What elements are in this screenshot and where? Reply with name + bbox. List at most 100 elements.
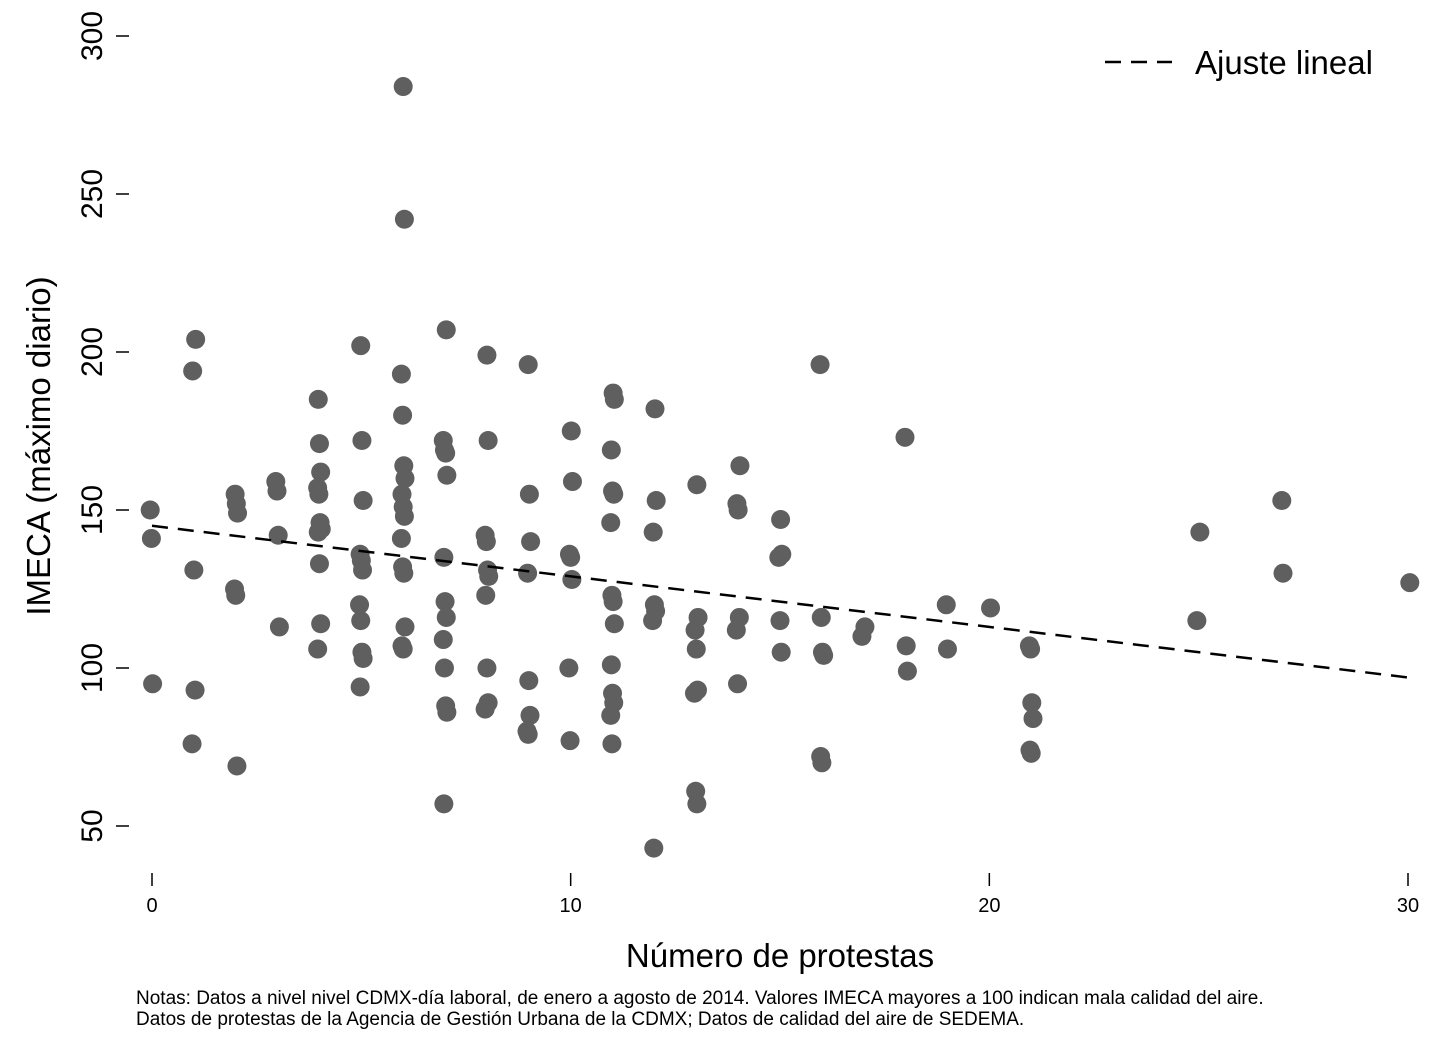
data-point bbox=[562, 472, 582, 492]
data-point bbox=[436, 607, 456, 627]
data-point bbox=[601, 440, 621, 460]
data-point bbox=[562, 570, 582, 590]
data-point bbox=[687, 475, 707, 495]
data-point bbox=[311, 614, 331, 634]
data-point bbox=[353, 491, 373, 511]
data-point bbox=[852, 626, 872, 646]
data-point bbox=[268, 525, 288, 545]
data-point bbox=[1187, 611, 1207, 631]
data-point bbox=[601, 513, 621, 533]
data-point bbox=[434, 794, 454, 814]
data-point bbox=[309, 484, 329, 504]
data-point bbox=[896, 636, 916, 656]
data-point bbox=[477, 345, 497, 365]
data-point bbox=[308, 389, 328, 409]
data-point bbox=[811, 607, 831, 627]
data-point bbox=[309, 434, 329, 454]
data-point bbox=[730, 456, 750, 476]
data-point bbox=[393, 639, 413, 659]
x-tick-label-20: 20 bbox=[978, 895, 1000, 917]
data-point bbox=[771, 509, 791, 529]
data-point bbox=[140, 500, 160, 520]
data-point bbox=[644, 838, 664, 858]
data-point bbox=[728, 674, 748, 694]
notes-line-1: Notas: Datos a nivel nivel CDMX-día labo… bbox=[136, 988, 1264, 1009]
data-point bbox=[561, 421, 581, 441]
data-point bbox=[351, 336, 371, 356]
y-tick-label-50: 50 bbox=[76, 809, 109, 842]
data-point bbox=[475, 699, 495, 719]
data-point bbox=[394, 209, 414, 229]
data-point bbox=[437, 702, 457, 722]
data-point bbox=[434, 658, 454, 678]
data-point bbox=[521, 532, 541, 552]
data-point bbox=[351, 611, 371, 631]
data-point bbox=[186, 329, 206, 349]
data-point bbox=[770, 611, 790, 631]
data-point bbox=[559, 658, 579, 678]
y-tick-label-300: 300 bbox=[76, 11, 109, 61]
data-point bbox=[937, 639, 957, 659]
data-point bbox=[391, 528, 411, 548]
data-point bbox=[814, 645, 834, 665]
data-point bbox=[645, 399, 665, 419]
data-point bbox=[226, 585, 246, 605]
data-point bbox=[476, 532, 496, 552]
y-tick-label-100: 100 bbox=[76, 643, 109, 693]
data-point bbox=[434, 547, 454, 567]
data-point bbox=[771, 642, 791, 662]
legend: Ajuste lineal bbox=[1105, 44, 1373, 81]
data-point bbox=[604, 389, 624, 409]
data-point bbox=[141, 528, 161, 548]
data-point bbox=[684, 683, 704, 703]
data-point bbox=[895, 427, 915, 447]
chart-notes: Notas: Datos a nivel nivel CDMX-día labo… bbox=[136, 988, 1436, 1030]
data-point bbox=[394, 563, 414, 583]
data-point bbox=[519, 671, 539, 691]
data-point bbox=[520, 705, 540, 725]
data-point bbox=[228, 503, 248, 523]
data-point bbox=[478, 430, 498, 450]
data-point bbox=[728, 500, 748, 520]
data-point bbox=[646, 491, 666, 511]
data-point bbox=[183, 361, 203, 381]
x-axis-title: Número de protestas bbox=[626, 937, 934, 974]
data-point bbox=[435, 592, 455, 612]
data-point bbox=[810, 355, 830, 375]
y-tick-label-250: 250 bbox=[76, 169, 109, 219]
data-point bbox=[395, 468, 415, 488]
data-point bbox=[769, 547, 789, 567]
data-point bbox=[601, 705, 621, 725]
data-point bbox=[1272, 491, 1292, 511]
data-point bbox=[437, 465, 457, 485]
data-point bbox=[477, 658, 497, 678]
data-point bbox=[395, 617, 415, 637]
y-tick-label-150: 150 bbox=[76, 485, 109, 535]
x-tick-label-10: 10 bbox=[560, 895, 582, 917]
data-point bbox=[604, 614, 624, 634]
data-point bbox=[143, 674, 163, 694]
data-point bbox=[685, 620, 705, 640]
data-point bbox=[560, 731, 580, 751]
x-tick-label-30: 30 bbox=[1397, 895, 1419, 917]
data-point bbox=[353, 560, 373, 580]
y-axis-title: IMECA (máximo diario) bbox=[20, 276, 57, 615]
data-point bbox=[1023, 709, 1043, 729]
data-point bbox=[311, 462, 331, 482]
data-point bbox=[726, 620, 746, 640]
x-tick-label-0: 0 bbox=[146, 895, 157, 917]
data-point bbox=[518, 355, 538, 375]
data-point bbox=[518, 724, 538, 744]
data-point bbox=[643, 522, 663, 542]
data-point bbox=[936, 595, 956, 615]
legend-label: Ajuste lineal bbox=[1195, 44, 1373, 81]
data-point bbox=[393, 77, 413, 97]
data-point bbox=[519, 484, 539, 504]
y-axis: 50 100 150 200 250 300 bbox=[76, 11, 129, 843]
data-point bbox=[604, 484, 624, 504]
data-point bbox=[476, 585, 496, 605]
data-point bbox=[436, 320, 456, 340]
linear-fit-line bbox=[151, 524, 1409, 679]
data-points bbox=[140, 77, 1420, 858]
data-point bbox=[1022, 693, 1042, 713]
